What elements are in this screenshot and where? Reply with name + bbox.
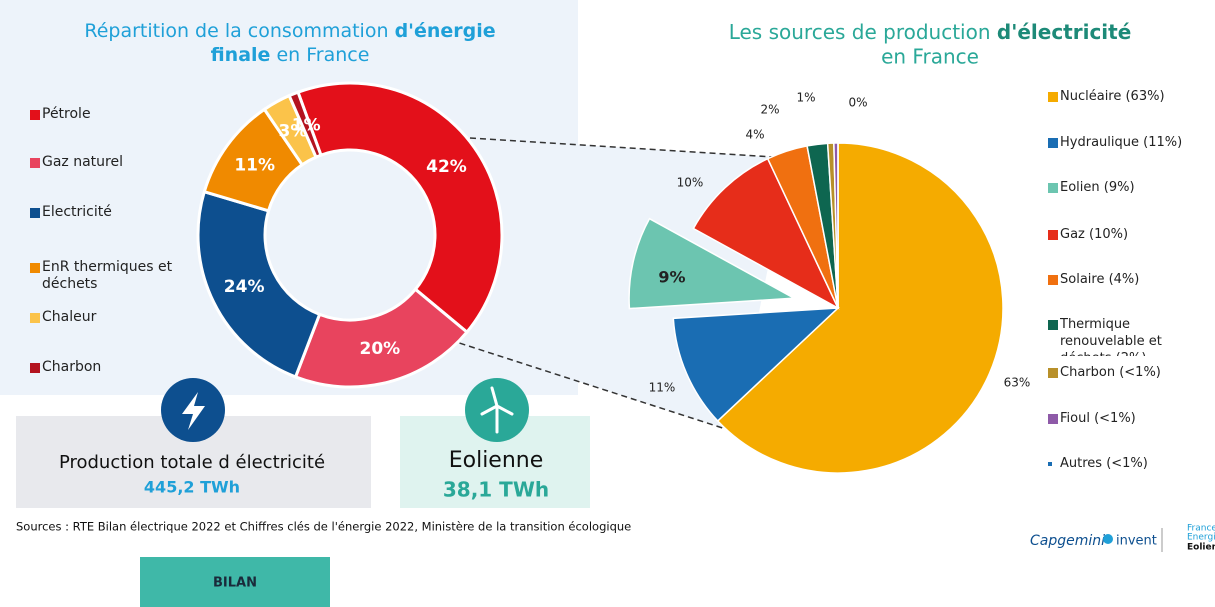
legend-marker <box>1048 275 1058 285</box>
pie-slice <box>716 142 1004 474</box>
title-part: Répartition de la consommation <box>84 20 388 42</box>
legend-item: EnR thermiques et déchets <box>42 259 173 292</box>
data-label: 42% <box>426 157 467 177</box>
data-label: 10% <box>677 176 704 190</box>
legend-item: Nucléaire (63%) <box>1060 89 1165 104</box>
legend-label: Nucléaire (63%) <box>1060 89 1165 104</box>
data-label: 3% <box>279 122 308 142</box>
card-value: 38,1 TWh <box>443 478 549 502</box>
donut-segment <box>287 90 323 160</box>
donut-title: finale en France <box>211 44 370 66</box>
legend-item: Gaz naturel <box>42 154 123 170</box>
legend-label: Charbon <box>42 359 102 375</box>
legend-item: Chaleur <box>42 309 97 325</box>
legend-item: Electricité <box>42 204 112 220</box>
title-part: finale <box>211 44 271 66</box>
legend-item: Eolien (9%) <box>1060 180 1135 195</box>
title-part: en France <box>276 44 369 66</box>
legend-label: EnR thermiques et déchets <box>42 259 173 292</box>
card-value: 445,2 TWh <box>144 478 240 497</box>
logo-mark <box>1103 534 1113 544</box>
legend-item: Charbon <box>42 359 102 375</box>
donut-segment <box>293 287 470 389</box>
legend-marker <box>1048 368 1058 378</box>
legend-label: Solaire (4%) <box>1060 272 1140 287</box>
legend-label: Chaleur <box>42 309 97 325</box>
legend-marker <box>1048 183 1058 193</box>
pie-title: en France <box>881 45 979 69</box>
legend-label: Charbon (<1%) <box>1060 365 1161 380</box>
card-label: Eolienne <box>449 448 544 473</box>
pie-title: Les sources de production d'électricité <box>729 20 1132 44</box>
legend-item: Hydraulique (11%) <box>1060 135 1183 150</box>
legend-marker <box>1048 230 1058 240</box>
legend-marker <box>1048 138 1058 148</box>
legend-label: Thermique renouvelable et déchets (2%) <box>1060 317 1162 356</box>
legend-marker <box>30 263 40 273</box>
legend-marker <box>1048 414 1058 424</box>
legend-label: Pétrole <box>42 106 91 122</box>
bolt <box>182 392 205 430</box>
legend-label: Gaz (10%) <box>1060 227 1129 242</box>
legend-item: Charbon (<1%) <box>1060 365 1161 380</box>
data-label: 24% <box>224 277 265 297</box>
legend-label: Eolien (9%) <box>1060 180 1135 195</box>
donut-segment <box>296 81 504 335</box>
legend-item: Autres (<1%) <box>1060 456 1148 471</box>
sources: Sources : RTE Bilan électrique 2022 et C… <box>16 520 631 534</box>
legend-label: Electricité <box>42 204 112 220</box>
pie-slice <box>672 307 841 423</box>
legend-label: Fioul (<1%) <box>1060 411 1136 426</box>
data-label: 2% <box>760 103 779 117</box>
donut-segment <box>196 189 322 379</box>
pie-slice <box>628 217 797 310</box>
donut-title: Répartition de la consommation d'énergie <box>84 20 495 42</box>
logo: Eolienne <box>1187 543 1215 553</box>
legend-marker <box>1048 92 1058 102</box>
legend-label: Hydraulique (11%) <box>1060 135 1183 150</box>
legend-marker <box>30 313 40 323</box>
button[interactable] <box>140 557 330 607</box>
title-part: d'électricité <box>997 20 1131 44</box>
legend-item: Fioul (<1%) <box>1060 411 1136 426</box>
data-label: 0% <box>848 96 867 110</box>
data-label: 11% <box>234 155 275 175</box>
legend-item: Solaire (4%) <box>1060 272 1140 287</box>
data-label: 1% <box>796 91 815 105</box>
logo: invent <box>1116 534 1157 549</box>
legend-marker <box>30 363 40 373</box>
card-label: Production totale d électricité <box>59 452 325 473</box>
title-part: Les sources de production <box>729 20 991 44</box>
legend-marker <box>30 208 40 218</box>
data-label: 20% <box>359 339 400 359</box>
data-label: 1% <box>292 115 321 135</box>
legend-marker <box>1048 320 1058 330</box>
logo: Capgemini <box>1030 533 1105 549</box>
data-label: 4% <box>745 128 764 142</box>
legend-label: Gaz naturel <box>42 154 123 170</box>
data-label: 63% <box>1004 376 1031 390</box>
turbine <box>480 386 514 434</box>
legend-label: Autres (<1%) <box>1060 456 1148 471</box>
legend-item: Pétrole <box>42 106 91 122</box>
logo: France <box>1187 524 1215 534</box>
data-label: 11% <box>649 381 676 395</box>
logo: Energie <box>1187 533 1215 543</box>
button-label[interactable]: BILAN <box>213 576 257 591</box>
zoom-line <box>469 137 791 159</box>
legend-marker <box>30 110 40 120</box>
legend-marker <box>30 158 40 168</box>
title-part: d'énergie <box>395 20 496 42</box>
data-label: 9% <box>658 268 685 287</box>
pie-slice <box>692 157 840 310</box>
legend-item: Gaz (10%) <box>1060 227 1129 242</box>
legend-item: Thermique renouvelable et déchets (2%) <box>1060 317 1162 356</box>
legend-marker <box>1048 462 1052 466</box>
